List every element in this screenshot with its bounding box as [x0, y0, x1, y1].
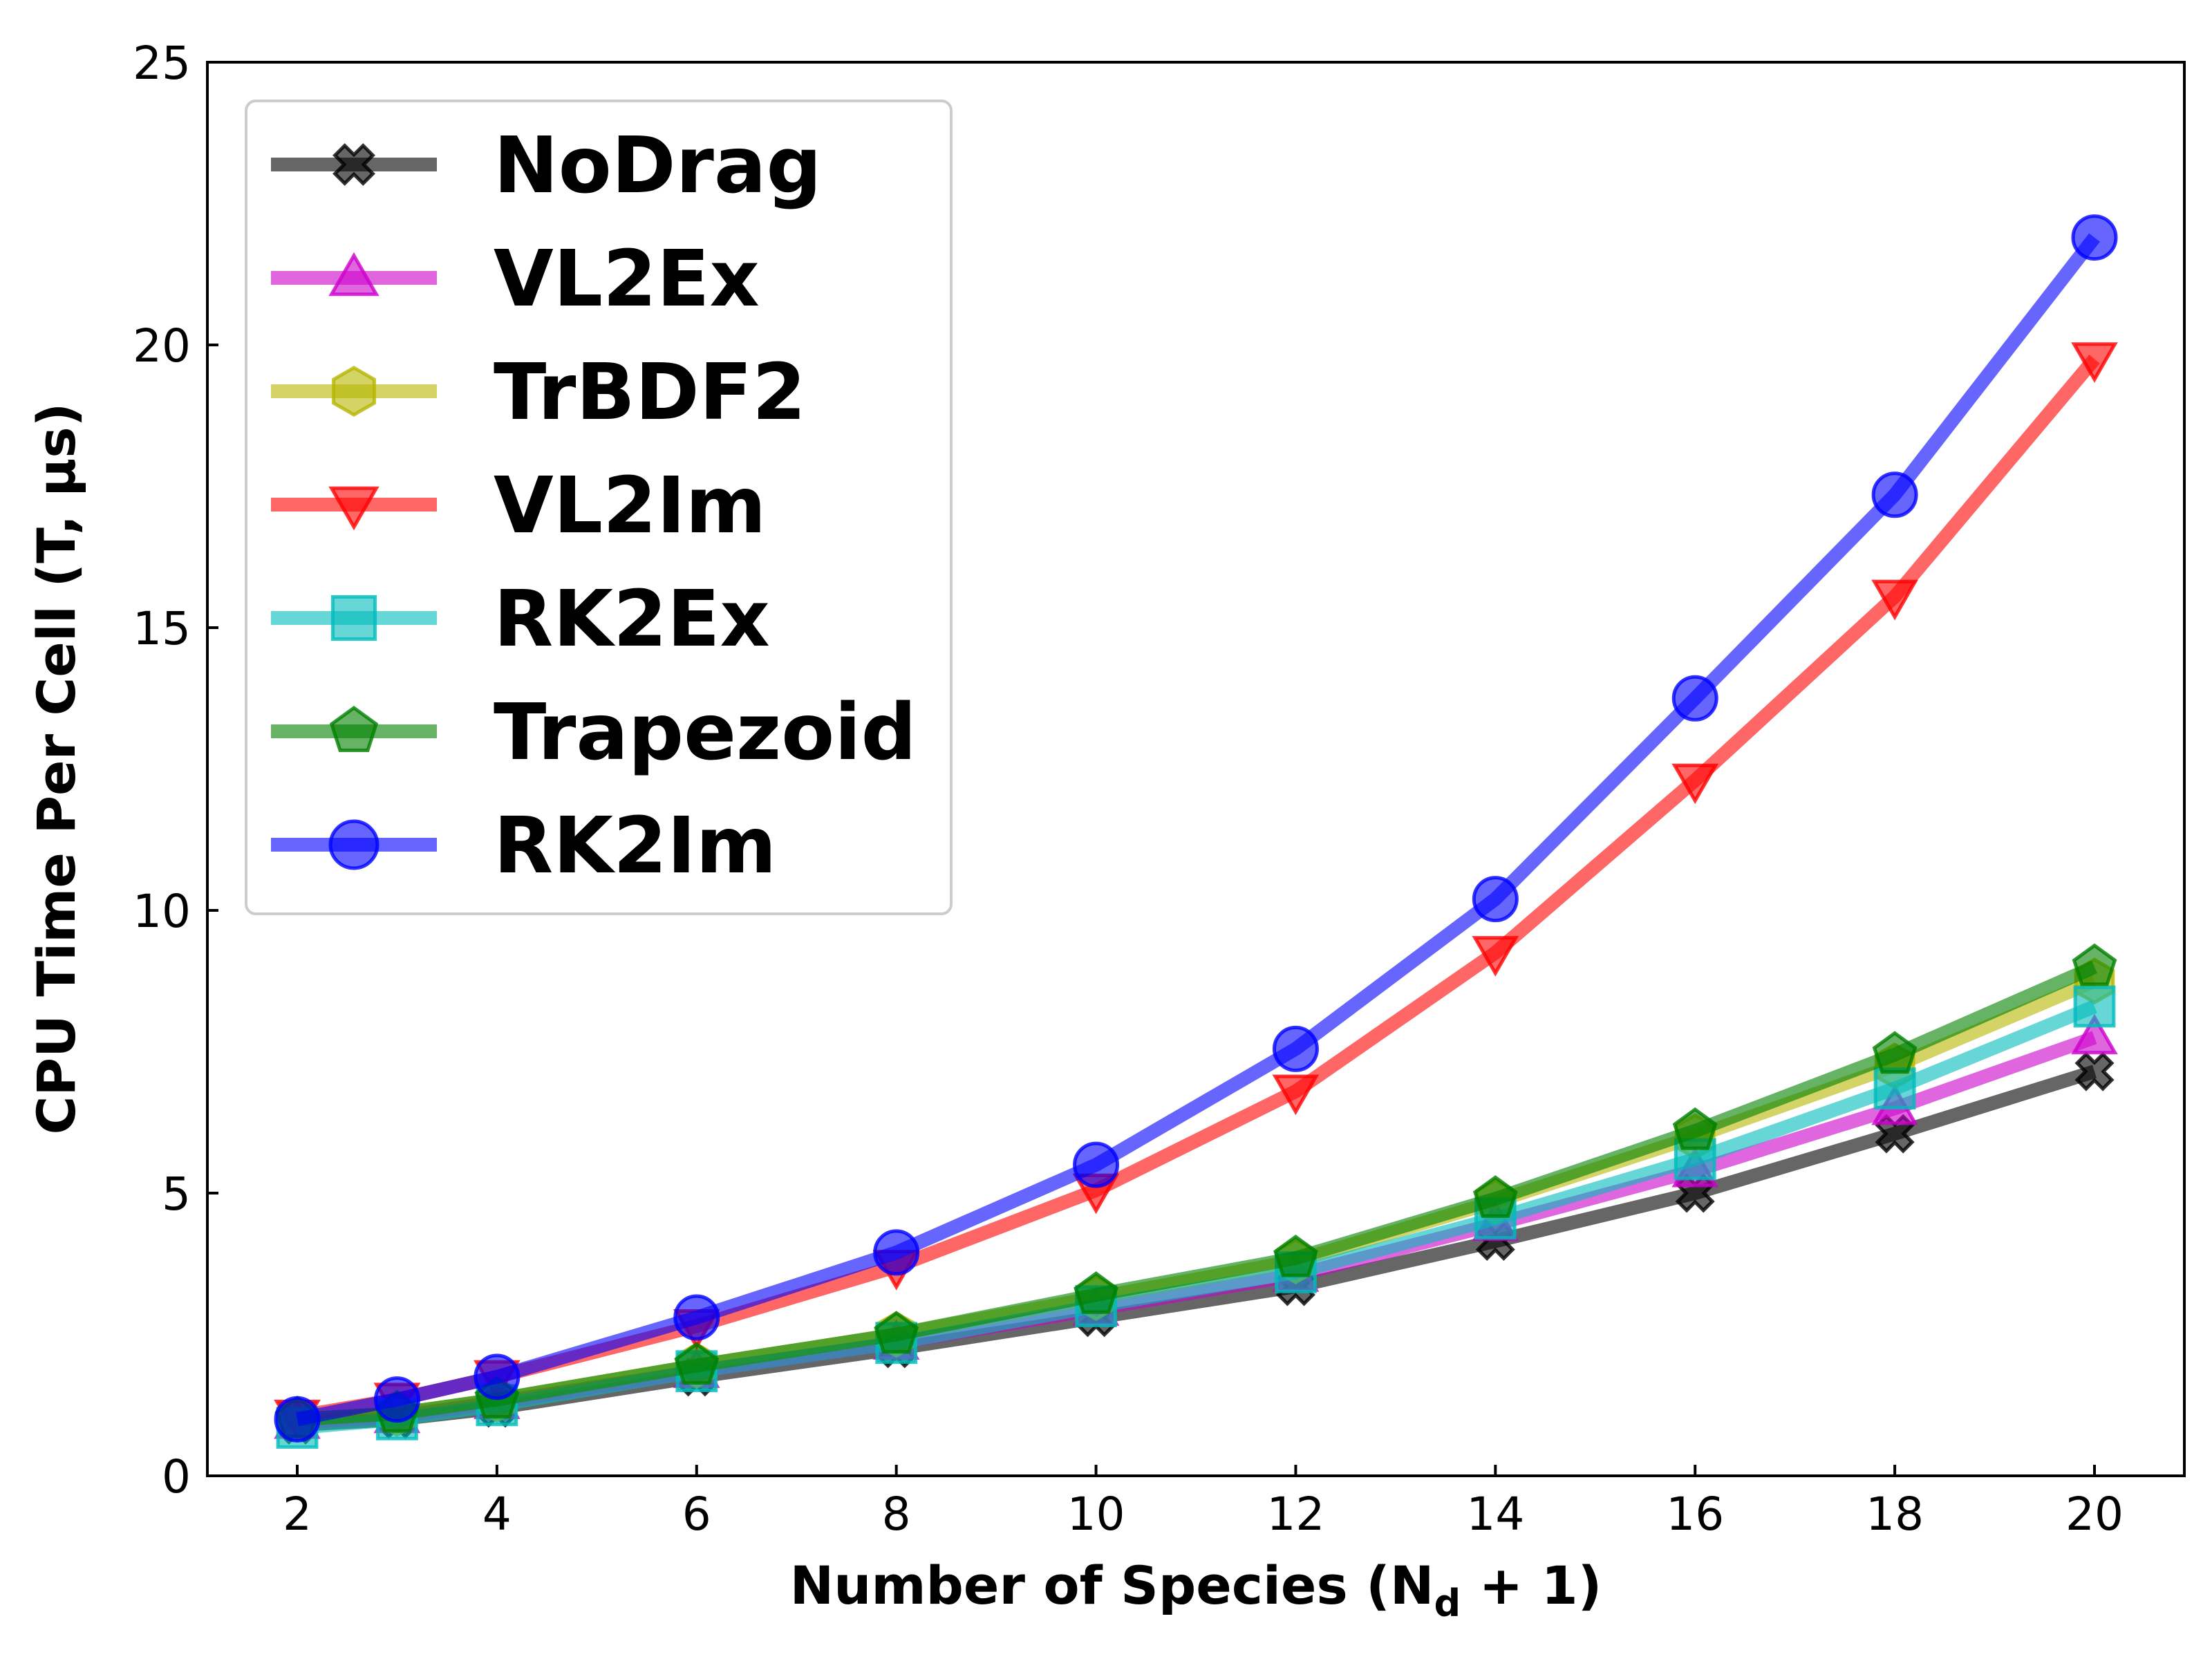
x-axis-title: Number of Species (Nd + 1): [790, 1555, 1602, 1625]
legend-item-nodrag: NoDrag: [271, 121, 822, 211]
legend-label-vl2ex: VL2Ex: [494, 234, 760, 324]
y-tick-label-5: 5: [162, 1168, 191, 1221]
y-tick-label-10: 10: [133, 885, 191, 938]
point-trapezoid-12: [1273, 1235, 1318, 1277]
legend-marker-trbdf2: [332, 366, 376, 417]
point-trapezoid-16: [1672, 1107, 1718, 1150]
point-vl2im-14: [1472, 936, 1519, 977]
x-tick-label-16: 16: [1666, 1488, 1724, 1541]
legend-item-rk2im: RK2Im: [271, 801, 776, 891]
legend-item-trbdf2: TrBDF2: [271, 348, 806, 438]
plot-layer: [274, 214, 2118, 1449]
x-tick-label-4: 4: [482, 1488, 512, 1541]
legend-marker-nodrag: [332, 143, 375, 186]
point-rk2im-16: [1671, 675, 1718, 722]
x-axis-title-end: + 1): [1461, 1555, 1602, 1616]
x-tick-label-12: 12: [1266, 1488, 1324, 1541]
x-tick-label-2: 2: [283, 1488, 312, 1541]
point-rk2im-8: [873, 1229, 920, 1276]
legend-marker-trapezoid: [329, 705, 379, 752]
x-tick-label-20: 20: [2065, 1488, 2124, 1541]
point-trapezoid-14: [1472, 1175, 1518, 1218]
legend-label-nodrag: NoDrag: [494, 121, 822, 211]
point-rk2im-3: [373, 1376, 420, 1423]
point-trapezoid-18: [1872, 1031, 1918, 1074]
x-tick-label-18: 18: [1866, 1488, 1924, 1541]
point-rk2ex-20: [2073, 985, 2116, 1028]
y-tick-label-0: 0: [162, 1450, 191, 1503]
legend-marker-rk2im: [328, 819, 379, 870]
legend-item-rk2ex: RK2Ex: [271, 574, 770, 664]
x-tick-label-8: 8: [882, 1488, 911, 1541]
y-axis-title: CPU Time Per Cell (T, μs): [26, 403, 87, 1135]
x-tick-label-14: 14: [1466, 1488, 1524, 1541]
point-trapezoid-6: [674, 1342, 720, 1385]
x-axis-title-paren: (N: [1366, 1555, 1434, 1616]
legend-box: [245, 100, 953, 915]
point-vl2im-18: [1871, 579, 1918, 621]
legend-label-rk2im: RK2Im: [494, 801, 776, 891]
legend-marker-vl2im: [328, 486, 379, 531]
legend: NoDrag VL2Ex TrBDF2 VL2Im RK2Ex Trapezoid RK2I…: [245, 100, 953, 915]
point-rk2im-20: [2071, 214, 2118, 261]
point-trapezoid-10: [1074, 1271, 1118, 1314]
point-rk2im-2: [274, 1396, 321, 1443]
legend-label-vl2im: VL2Im: [494, 461, 766, 551]
x-tick-label-10: 10: [1067, 1488, 1125, 1541]
plot-frame: [206, 61, 2186, 1477]
legend-item-trapezoid: Trapezoid: [271, 688, 917, 778]
x-tick-label-6: 6: [682, 1488, 711, 1541]
y-tick-label-25: 25: [133, 37, 191, 90]
legend-marker-rk2ex: [330, 594, 377, 641]
legend-marker-vl2ex: [328, 252, 379, 297]
point-rk2im-6: [673, 1294, 720, 1341]
legend-item-vl2ex: VL2Ex: [271, 234, 760, 324]
point-trapezoid-8: [874, 1311, 919, 1354]
legend-entries: NoDrag VL2Ex TrBDF2 VL2Im RK2Ex Trapezoid RK2I…: [271, 121, 917, 891]
point-rk2ex-18: [1873, 1067, 1916, 1110]
point-vl2im-16: [1671, 763, 1719, 805]
legend-label-trbdf2: TrBDF2: [494, 348, 806, 438]
series-trapezoid: [274, 943, 2117, 1438]
legend-label-rk2ex: RK2Ex: [494, 574, 770, 664]
point-rk2im-12: [1272, 1025, 1319, 1072]
point-vl2im-12: [1272, 1074, 1320, 1116]
y-tick-label-15: 15: [133, 602, 191, 655]
point-vl2ex-20: [2071, 1013, 2118, 1055]
point-rk2im-10: [1073, 1141, 1120, 1188]
point-trapezoid-20: [2072, 943, 2117, 986]
point-rk2im-4: [474, 1353, 521, 1400]
x-axis-title-subscript: d: [1434, 1582, 1461, 1625]
y-tick-label-20: 20: [133, 319, 191, 373]
x-axis-title-main: Number of Species: [790, 1555, 1348, 1616]
series-rk2im: [274, 214, 2118, 1443]
point-rk2ex-16: [1674, 1138, 1716, 1181]
legend-label-trapezoid: Trapezoid: [494, 688, 917, 778]
point-rk2im-18: [1871, 471, 1918, 518]
point-rk2im-14: [1472, 876, 1519, 923]
point-vl2im-20: [2071, 342, 2118, 383]
ticks-layer: 2 4 6 8 10 12 14 16 18 20 0 5 10 15 20 25: [133, 37, 2124, 1541]
legend-item-vl2im: VL2Im: [271, 461, 766, 551]
